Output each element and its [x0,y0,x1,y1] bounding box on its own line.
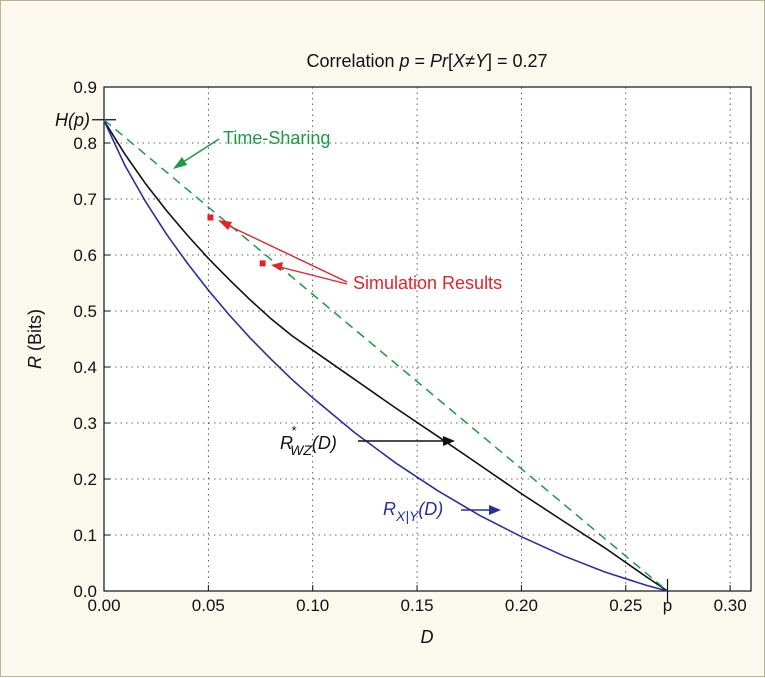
y-tick-label: 0.4 [73,358,97,377]
x-axis-ticks: 0.00 0.05 0.10 0.15 0.20 0.25 0.30 p [87,579,747,615]
y-tick-label: 0.3 [73,414,97,433]
y-tick-label: 0.0 [73,582,97,601]
x-tick-label: 0.20 [505,596,538,615]
y-tick-label: 0.5 [73,302,97,321]
grid [104,87,751,591]
x-tick-label: 0.25 [609,596,642,615]
simulation-point [259,260,266,267]
x-tick-label: 0.05 [192,596,225,615]
rxy-arrowhead [489,505,501,515]
simulation-arrowhead-1 [218,220,232,230]
x-tick-label: 0.15 [401,596,434,615]
x-tick-label: 0.30 [714,596,747,615]
x-tick-label: 0.10 [296,596,329,615]
series-line [103,120,668,592]
time-sharing-arrowhead [173,157,187,169]
rwz-label: R* WZ(D) [280,423,337,458]
series-line [103,120,668,592]
simulation-point [207,214,214,221]
y-tick-label: 0.1 [73,526,97,545]
x-tick-label: 0.00 [87,596,120,615]
simulation-label: Simulation Results [353,273,502,293]
time-sharing-label: Time-Sharing [223,128,330,148]
p-tick-label: p [663,596,672,615]
y-tick-label: 0.8 [73,134,97,153]
simulation-arrow-1 [222,222,348,283]
y-tick-label: 0.7 [73,190,97,209]
x-axis-label: D [421,627,434,647]
rxy-label: RX|Y(D) [383,499,443,524]
series-line [103,119,668,592]
rwz-arrowhead [443,436,455,446]
series-group [103,119,668,592]
y-tick-label: 0.2 [73,470,97,489]
y-tick-label: 0.9 [73,78,97,97]
simulation-points [207,214,266,267]
simulation-arrow-2 [275,265,348,285]
y-axis-ticks: 0.0 0.1 0.2 0.3 0.4 0.5 0.6 0.7 0.8 0.9 [73,78,116,601]
hp-label: H(p) [55,110,90,130]
y-axis-label: R (Bits) [25,309,45,369]
plot-area [103,86,752,592]
y-tick-label: 0.6 [73,246,97,265]
simulation-arrowhead-2 [271,262,283,271]
chart-title: Correlation p = Pr[X≠Y] = 0.27 [306,51,547,71]
